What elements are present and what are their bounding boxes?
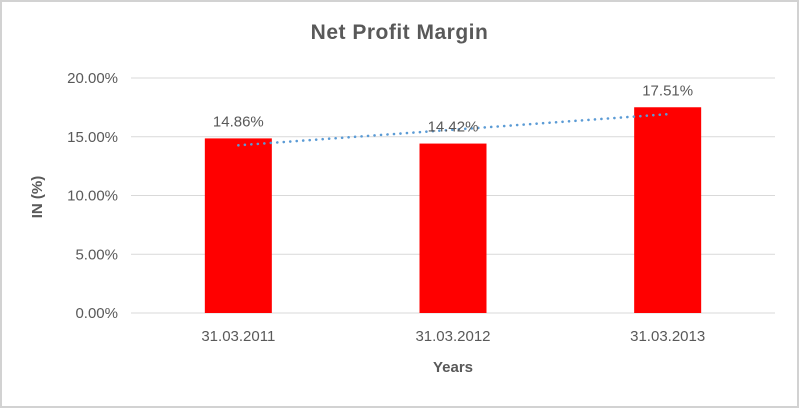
y-tick-label: 20.00% — [67, 70, 118, 87]
y-tick-label: 15.00% — [67, 129, 118, 146]
bar-31.03.2013 — [634, 107, 702, 313]
chart-title: Net Profit Margin — [310, 21, 489, 44]
x-tick-label: 31.03.2012 — [415, 328, 490, 345]
y-tick-label: 0.00% — [75, 305, 118, 322]
bar-31.03.2011 — [204, 138, 272, 313]
data-label: 14.86% — [213, 113, 264, 130]
x-tick-label: 31.03.2011 — [201, 328, 275, 345]
data-label: 14.42% — [428, 119, 479, 136]
x-axis-title: Years — [432, 359, 474, 376]
x-tick-label: 31.03.2013 — [630, 328, 705, 345]
y-tick-label: 5.00% — [75, 246, 118, 263]
trendline — [237, 112, 669, 147]
bar-31.03.2012 — [419, 143, 487, 313]
y-tick-label: 10.00% — [67, 188, 118, 205]
data-label: 17.51% — [642, 82, 693, 99]
